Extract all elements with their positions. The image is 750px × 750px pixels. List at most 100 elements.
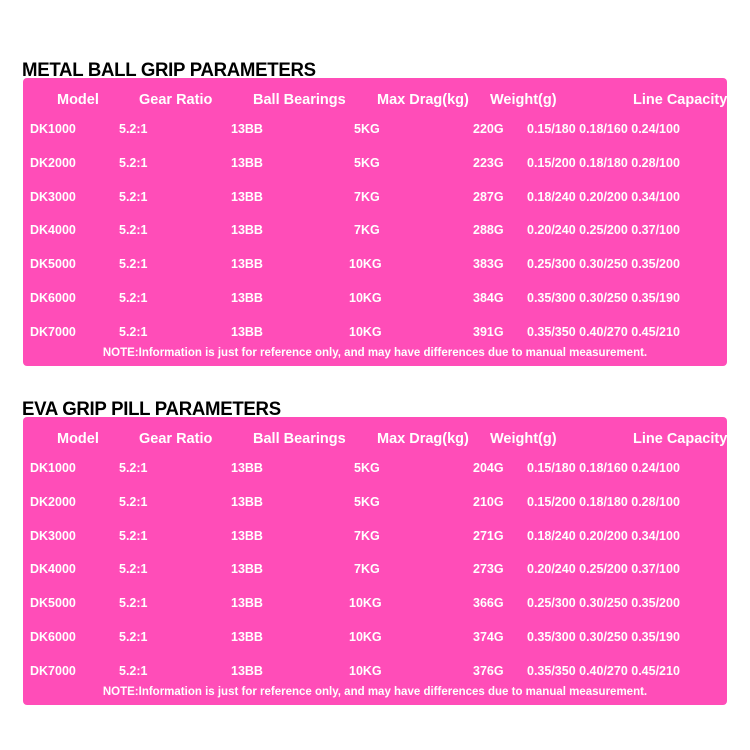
cell-max-drag: 10KG <box>349 596 382 611</box>
cell-gear-ratio: 5.2:1 <box>119 596 148 611</box>
cell-line-capacity: 0.25/300 0.30/250 0.35/200 <box>527 596 680 611</box>
cell-line-capacity: 0.35/350 0.40/270 0.45/210 <box>527 663 680 678</box>
cell-line-capacity: 0.15/180 0.18/160 0.24/100 <box>527 122 680 136</box>
cell-weight: 271G <box>473 528 504 543</box>
column-header-model: Model <box>57 431 99 447</box>
cell-line-capacity: 0.15/200 0.18/180 0.28/100 <box>527 155 680 170</box>
cell-gear-ratio: 5.2:1 <box>119 291 148 305</box>
cell-model: DK1000 <box>30 461 76 475</box>
cell-model: DK2000 <box>30 155 76 170</box>
table-title: METAL BALL GRIP PARAMETERS <box>22 60 316 81</box>
cell-max-drag: 5KG <box>354 155 380 170</box>
cell-gear-ratio: 5.2:1 <box>119 494 148 509</box>
column-header-ball-bearings: Ball Bearings <box>253 431 346 447</box>
column-header-gear-ratio: Gear Ratio <box>139 431 213 447</box>
cell-model: DK5000 <box>30 596 76 611</box>
table-row: DK6000 5.2:1 13BB 10KG 384G 0.35/300 0.30/250… <box>23 291 727 311</box>
cell-ball-bearings: 13BB <box>231 461 263 475</box>
cell-weight: 383G <box>473 257 504 272</box>
table-row: DK2000 5.2:1 13BB 5KG 223G 0.15/200 0.18/180 … <box>23 156 727 176</box>
cell-max-drag: 5KG <box>354 494 380 509</box>
cell-ball-bearings: 13BB <box>231 155 263 170</box>
cell-model: DK7000 <box>30 663 76 678</box>
column-header-max-drag: Max Drag(kg) <box>377 431 469 447</box>
cell-weight: 374G <box>473 630 504 644</box>
column-header-gear-ratio: Gear Ratio <box>139 92 213 108</box>
cell-weight: 288G <box>473 223 504 238</box>
cell-max-drag: 10KG <box>349 291 382 305</box>
column-header-weight: Weight(g) <box>490 431 557 447</box>
cell-line-capacity: 0.35/300 0.30/250 0.35/190 <box>527 291 680 305</box>
cell-line-capacity: 0.15/200 0.18/180 0.28/100 <box>527 494 680 509</box>
cell-model: DK1000 <box>30 122 76 136</box>
table-row: DK2000 5.2:1 13BB 5KG 210G 0.15/200 0.18/180 … <box>23 495 727 515</box>
table-title: EVA GRIP PILL PARAMETERS <box>22 399 281 420</box>
cell-weight: 223G <box>473 155 504 170</box>
cell-weight: 391G <box>473 324 504 339</box>
column-header-max-drag: Max Drag(kg) <box>377 92 469 108</box>
cell-max-drag: 10KG <box>349 257 382 272</box>
cell-gear-ratio: 5.2:1 <box>119 324 148 339</box>
table-row: DK4000 5.2:1 13BB 7KG 288G 0.20/240 0.25/200 … <box>23 223 727 243</box>
cell-model: DK4000 <box>30 562 76 577</box>
cell-ball-bearings: 13BB <box>231 528 263 543</box>
cell-line-capacity: 0.18/240 0.20/200 0.34/100 <box>527 528 680 543</box>
cell-gear-ratio: 5.2:1 <box>119 155 148 170</box>
table-row: DK7000 5.2:1 13BB 10KG 391G 0.35/350 0.40/270… <box>23 325 727 345</box>
column-header-line-capacity: Line Capacity(mm/m) <box>633 431 750 447</box>
cell-line-capacity: 0.20/240 0.25/200 0.37/100 <box>527 223 680 238</box>
cell-gear-ratio: 5.2:1 <box>119 630 148 644</box>
cell-model: DK4000 <box>30 223 76 238</box>
cell-gear-ratio: 5.2:1 <box>119 461 148 475</box>
cell-ball-bearings: 13BB <box>231 562 263 577</box>
header-row: Model Gear Ratio Ball Bearings Max Drag(kg)… <box>23 92 750 112</box>
cell-ball-bearings: 13BB <box>231 324 263 339</box>
cell-weight: 273G <box>473 562 504 577</box>
column-header-weight: Weight(g) <box>490 92 557 108</box>
cell-model: DK3000 <box>30 189 76 204</box>
table-row: DK5000 5.2:1 13BB 10KG 383G 0.25/300 0.30/250… <box>23 257 727 277</box>
cell-gear-ratio: 5.2:1 <box>119 189 148 204</box>
cell-ball-bearings: 13BB <box>231 596 263 611</box>
table-row: DK5000 5.2:1 13BB 10KG 366G 0.25/300 0.30/250… <box>23 596 727 616</box>
cell-max-drag: 10KG <box>349 630 382 644</box>
cell-gear-ratio: 5.2:1 <box>119 528 148 543</box>
table-row: DK4000 5.2:1 13BB 7KG 273G 0.20/240 0.25/200 … <box>23 562 727 582</box>
disclaimer-note: NOTE:Information is just for reference o… <box>102 347 648 359</box>
cell-gear-ratio: 5.2:1 <box>119 257 148 272</box>
cell-gear-ratio: 5.2:1 <box>119 663 148 678</box>
column-header-ball-bearings: Ball Bearings <box>253 92 346 108</box>
cell-weight: 287G <box>473 189 504 204</box>
table-row: DK6000 5.2:1 13BB 10KG 374G 0.35/300 0.30/250… <box>23 630 727 650</box>
cell-model: DK7000 <box>30 324 76 339</box>
column-header-model: Model <box>57 92 99 108</box>
cell-weight: 376G <box>473 663 504 678</box>
cell-line-capacity: 0.25/300 0.30/250 0.35/200 <box>527 257 680 272</box>
cell-max-drag: 10KG <box>349 324 382 339</box>
cell-model: DK5000 <box>30 257 76 272</box>
cell-weight: 210G <box>473 494 504 509</box>
cell-ball-bearings: 13BB <box>231 630 263 644</box>
cell-gear-ratio: 5.2:1 <box>119 122 148 136</box>
cell-ball-bearings: 13BB <box>231 494 263 509</box>
cell-ball-bearings: 13BB <box>231 122 263 136</box>
cell-weight: 366G <box>473 596 504 611</box>
cell-line-capacity: 0.15/180 0.18/160 0.24/100 <box>527 461 680 475</box>
cell-model: DK6000 <box>30 630 76 644</box>
cell-weight: 204G <box>473 461 504 475</box>
cell-ball-bearings: 13BB <box>231 663 263 678</box>
cell-max-drag: 10KG <box>349 663 382 678</box>
column-header-line-capacity: Line Capacity(mm/m) <box>633 92 750 108</box>
cell-model: DK6000 <box>30 291 76 305</box>
cell-max-drag: 5KG <box>354 122 380 136</box>
cell-weight: 220G <box>473 122 504 136</box>
cell-max-drag: 7KG <box>354 223 380 238</box>
cell-line-capacity: 0.18/240 0.20/200 0.34/100 <box>527 189 680 204</box>
table-row: DK3000 5.2:1 13BB 7KG 271G 0.18/240 0.20/200 … <box>23 529 727 549</box>
header-row: Model Gear Ratio Ball Bearings Max Drag(kg)… <box>23 431 750 451</box>
parameters-table: Model Gear Ratio Ball Bearings Max Drag(kg)… <box>23 417 750 705</box>
cell-ball-bearings: 13BB <box>231 223 263 238</box>
cell-gear-ratio: 5.2:1 <box>119 223 148 238</box>
cell-max-drag: 7KG <box>354 528 380 543</box>
cell-ball-bearings: 13BB <box>231 291 263 305</box>
